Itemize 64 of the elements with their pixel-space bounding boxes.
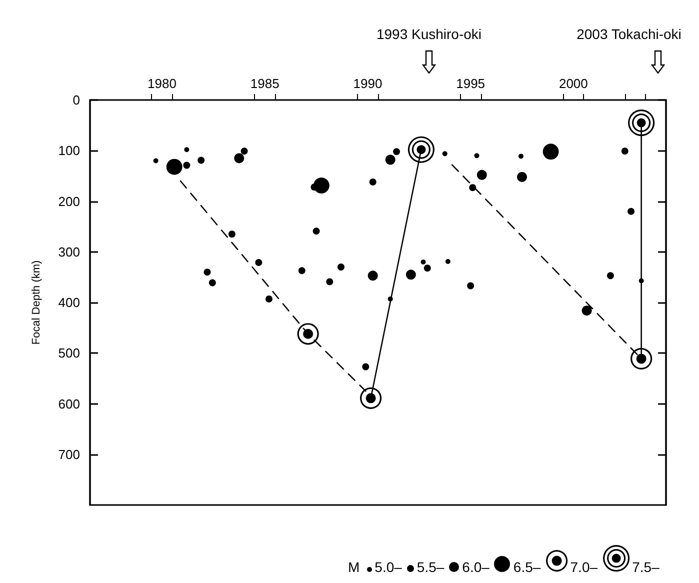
point [183, 162, 190, 169]
point [628, 208, 635, 215]
legend-label: 5.5– [416, 559, 444, 575]
y-tick-label: 700 [58, 446, 80, 462]
point [204, 268, 211, 276]
point [542, 144, 559, 160]
point [621, 148, 628, 155]
x-tick-label: 1985 [250, 76, 280, 91]
point [406, 270, 416, 280]
y-tick-label: 100 [58, 143, 80, 158]
legend-label: 5.0– [374, 559, 402, 575]
point [313, 178, 330, 194]
point [153, 158, 158, 164]
point [606, 272, 614, 280]
point [362, 363, 370, 370]
y-tick-label: 500 [58, 346, 80, 361]
x-tick-label: 2000 [558, 76, 588, 91]
y-tick-label: 600 [58, 396, 80, 412]
y-tick-label: 0 [72, 92, 80, 108]
point [393, 148, 400, 156]
x-tick-label: 1990 [353, 76, 382, 91]
point [184, 147, 190, 152]
point [469, 184, 476, 192]
y-tick-label: 400 [58, 295, 80, 310]
point [337, 264, 344, 271]
point [476, 170, 487, 180]
legend-label: 6.0– [462, 559, 490, 575]
point [385, 154, 396, 165]
point [228, 230, 236, 238]
point [518, 154, 524, 159]
point [369, 178, 376, 186]
point [420, 260, 426, 264]
y-tick-label: 200 [58, 194, 80, 209]
legend-label: 7.5– [632, 559, 660, 575]
legend-title: M [348, 559, 360, 575]
y-axis-title: Focal Depth (km) [30, 260, 42, 345]
point [368, 270, 378, 281]
point [388, 296, 393, 302]
point [166, 158, 182, 175]
point [628, 109, 655, 136]
x-tick-label: 1995 [456, 76, 486, 91]
point [265, 295, 272, 302]
point [312, 228, 320, 235]
point [208, 279, 216, 286]
y-tick-label: 300 [58, 244, 80, 260]
point [240, 148, 248, 155]
text: 2003 Tokachi-oki [576, 26, 682, 42]
point [255, 259, 262, 266]
point [638, 278, 644, 284]
point [442, 151, 448, 156]
legend-label: 6.5– [513, 559, 541, 575]
point [424, 264, 431, 272]
point [298, 267, 306, 274]
point [198, 156, 205, 164]
point [467, 282, 474, 290]
text: 1993 Kushiro-oki [376, 26, 482, 42]
point [326, 278, 334, 286]
point [234, 153, 244, 164]
point [582, 306, 592, 316]
point [517, 172, 527, 182]
point [408, 136, 434, 163]
x-tick-label: 1980 [148, 76, 176, 91]
point [474, 153, 480, 158]
point [445, 258, 450, 264]
